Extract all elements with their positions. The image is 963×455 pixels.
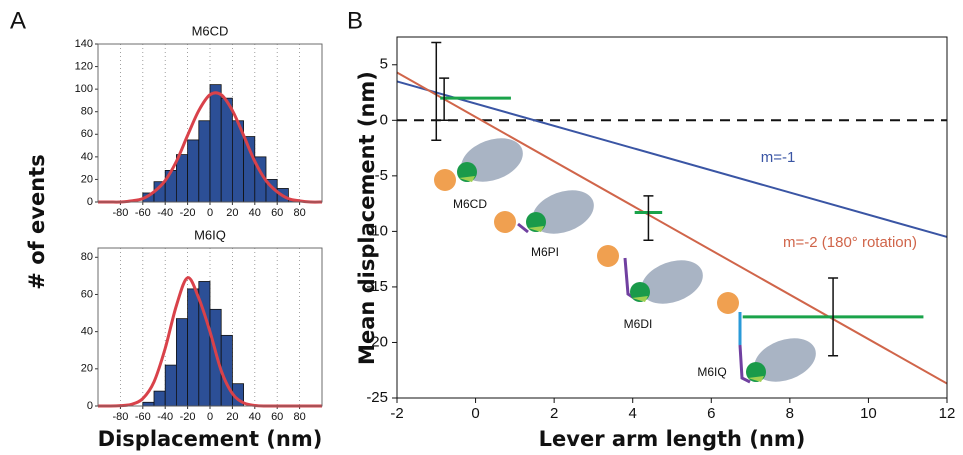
y-error-bar (439, 77, 450, 122)
y-tick-label: 20 (81, 173, 93, 185)
bar (164, 364, 177, 407)
construct-label: M6DI (624, 317, 653, 331)
bar (187, 288, 200, 407)
bead (434, 169, 456, 191)
y-tick-label: -5 (375, 167, 388, 184)
x-tick-label: 0 (207, 207, 213, 219)
frame (97, 43, 323, 203)
cartoons (434, 138, 816, 384)
x-tick-label: 0 (471, 405, 479, 422)
construct-label: M6IQ (697, 365, 726, 379)
y-tick-label: 80 (81, 106, 93, 118)
lever (738, 344, 751, 384)
panel-label: B (347, 7, 363, 34)
x-tick-label: -2 (390, 405, 403, 422)
bead (494, 211, 516, 233)
head (532, 190, 594, 234)
y-error-bar (643, 195, 654, 242)
x-tick-label: 0 (207, 411, 213, 423)
construct-label: M6PI (531, 245, 559, 259)
fit-curve (97, 91, 323, 204)
x-tick-label: 20 (226, 207, 238, 219)
y-axis-label: # of events (25, 154, 49, 289)
x-tick-label: 40 (249, 207, 261, 219)
line-label: m=-1 (761, 149, 796, 166)
head (754, 338, 816, 382)
bar (175, 154, 188, 203)
y-tick-label: 120 (75, 60, 93, 72)
y-tick-label: 5 (380, 56, 388, 73)
wedge (528, 226, 544, 232)
bead (597, 245, 619, 267)
bar (198, 120, 211, 203)
x-tick-label: 4 (629, 405, 637, 422)
bar (153, 390, 166, 407)
bar (220, 334, 233, 407)
y-tick-label: 40 (81, 151, 93, 163)
x-tick-label: 80 (293, 207, 305, 219)
bar (220, 97, 233, 203)
y-tick-label: 60 (81, 288, 93, 300)
plot-area (397, 37, 947, 398)
y-error-bar (431, 41, 442, 142)
chart-title: M6CD (192, 23, 229, 38)
bar (209, 308, 222, 407)
x-tick-label: 10 (860, 405, 877, 422)
x-tick-label: 80 (293, 411, 305, 423)
x-tick-label: 20 (226, 411, 238, 423)
y-tick-label: -20 (366, 333, 388, 350)
y-tick-label: 40 (81, 326, 93, 338)
fit-line (396, 80, 948, 238)
x-tick-label: 8 (786, 405, 794, 422)
y-tick-label: 20 (81, 363, 93, 375)
bead (717, 292, 739, 314)
y-tick-label: 140 (75, 38, 93, 50)
x-tick-label: 60 (271, 411, 283, 423)
y-tick-label: 0 (87, 400, 93, 412)
x-tick-label: -20 (180, 411, 196, 423)
frame (396, 36, 948, 399)
x-tick-label: -60 (135, 207, 151, 219)
head (641, 260, 703, 304)
x-tick-label: 60 (271, 207, 283, 219)
x-tick-label: -80 (112, 207, 128, 219)
line-label: m=-2 (180° rotation) (783, 234, 917, 251)
y-tick-label: -10 (366, 222, 388, 239)
y-tick-label: 80 (81, 251, 93, 263)
y-tick-label: 100 (75, 83, 93, 95)
bar (209, 84, 222, 203)
construct-label: M6CD (453, 197, 487, 211)
x-tick-label: 40 (249, 411, 261, 423)
y-error-bar (828, 277, 839, 357)
y-tick-label: -25 (366, 389, 388, 406)
x-tick-label: -20 (180, 207, 196, 219)
bar (164, 169, 177, 203)
y-tick-label: 60 (81, 128, 93, 140)
x-tick-label: -40 (157, 411, 173, 423)
chart-title: M6IQ (194, 227, 226, 242)
x-axis-label: Lever arm length (nm) (539, 427, 806, 451)
x-axis-label: Displacement (nm) (98, 427, 323, 451)
wedge (632, 296, 648, 302)
y-tick-label: -15 (366, 278, 388, 295)
y-axis-label: Mean displacement (nm) (355, 71, 379, 365)
panel-label: A (10, 7, 26, 34)
x-tick-label: -80 (112, 411, 128, 423)
wedge (459, 176, 475, 182)
x-tick-label: -60 (135, 411, 151, 423)
x-tick-label: 6 (707, 405, 715, 422)
x-tick-label: 12 (939, 405, 956, 422)
fit-line (396, 71, 948, 385)
frame (97, 247, 323, 407)
bar (142, 401, 155, 407)
bar (187, 139, 200, 203)
x-tick-label: -40 (157, 207, 173, 219)
bar (175, 318, 188, 407)
wedge (748, 376, 764, 382)
y-tick-label: 0 (87, 196, 93, 208)
lever (517, 222, 529, 234)
y-tick-label: 0 (380, 111, 388, 128)
x-tick-label: 2 (550, 405, 558, 422)
